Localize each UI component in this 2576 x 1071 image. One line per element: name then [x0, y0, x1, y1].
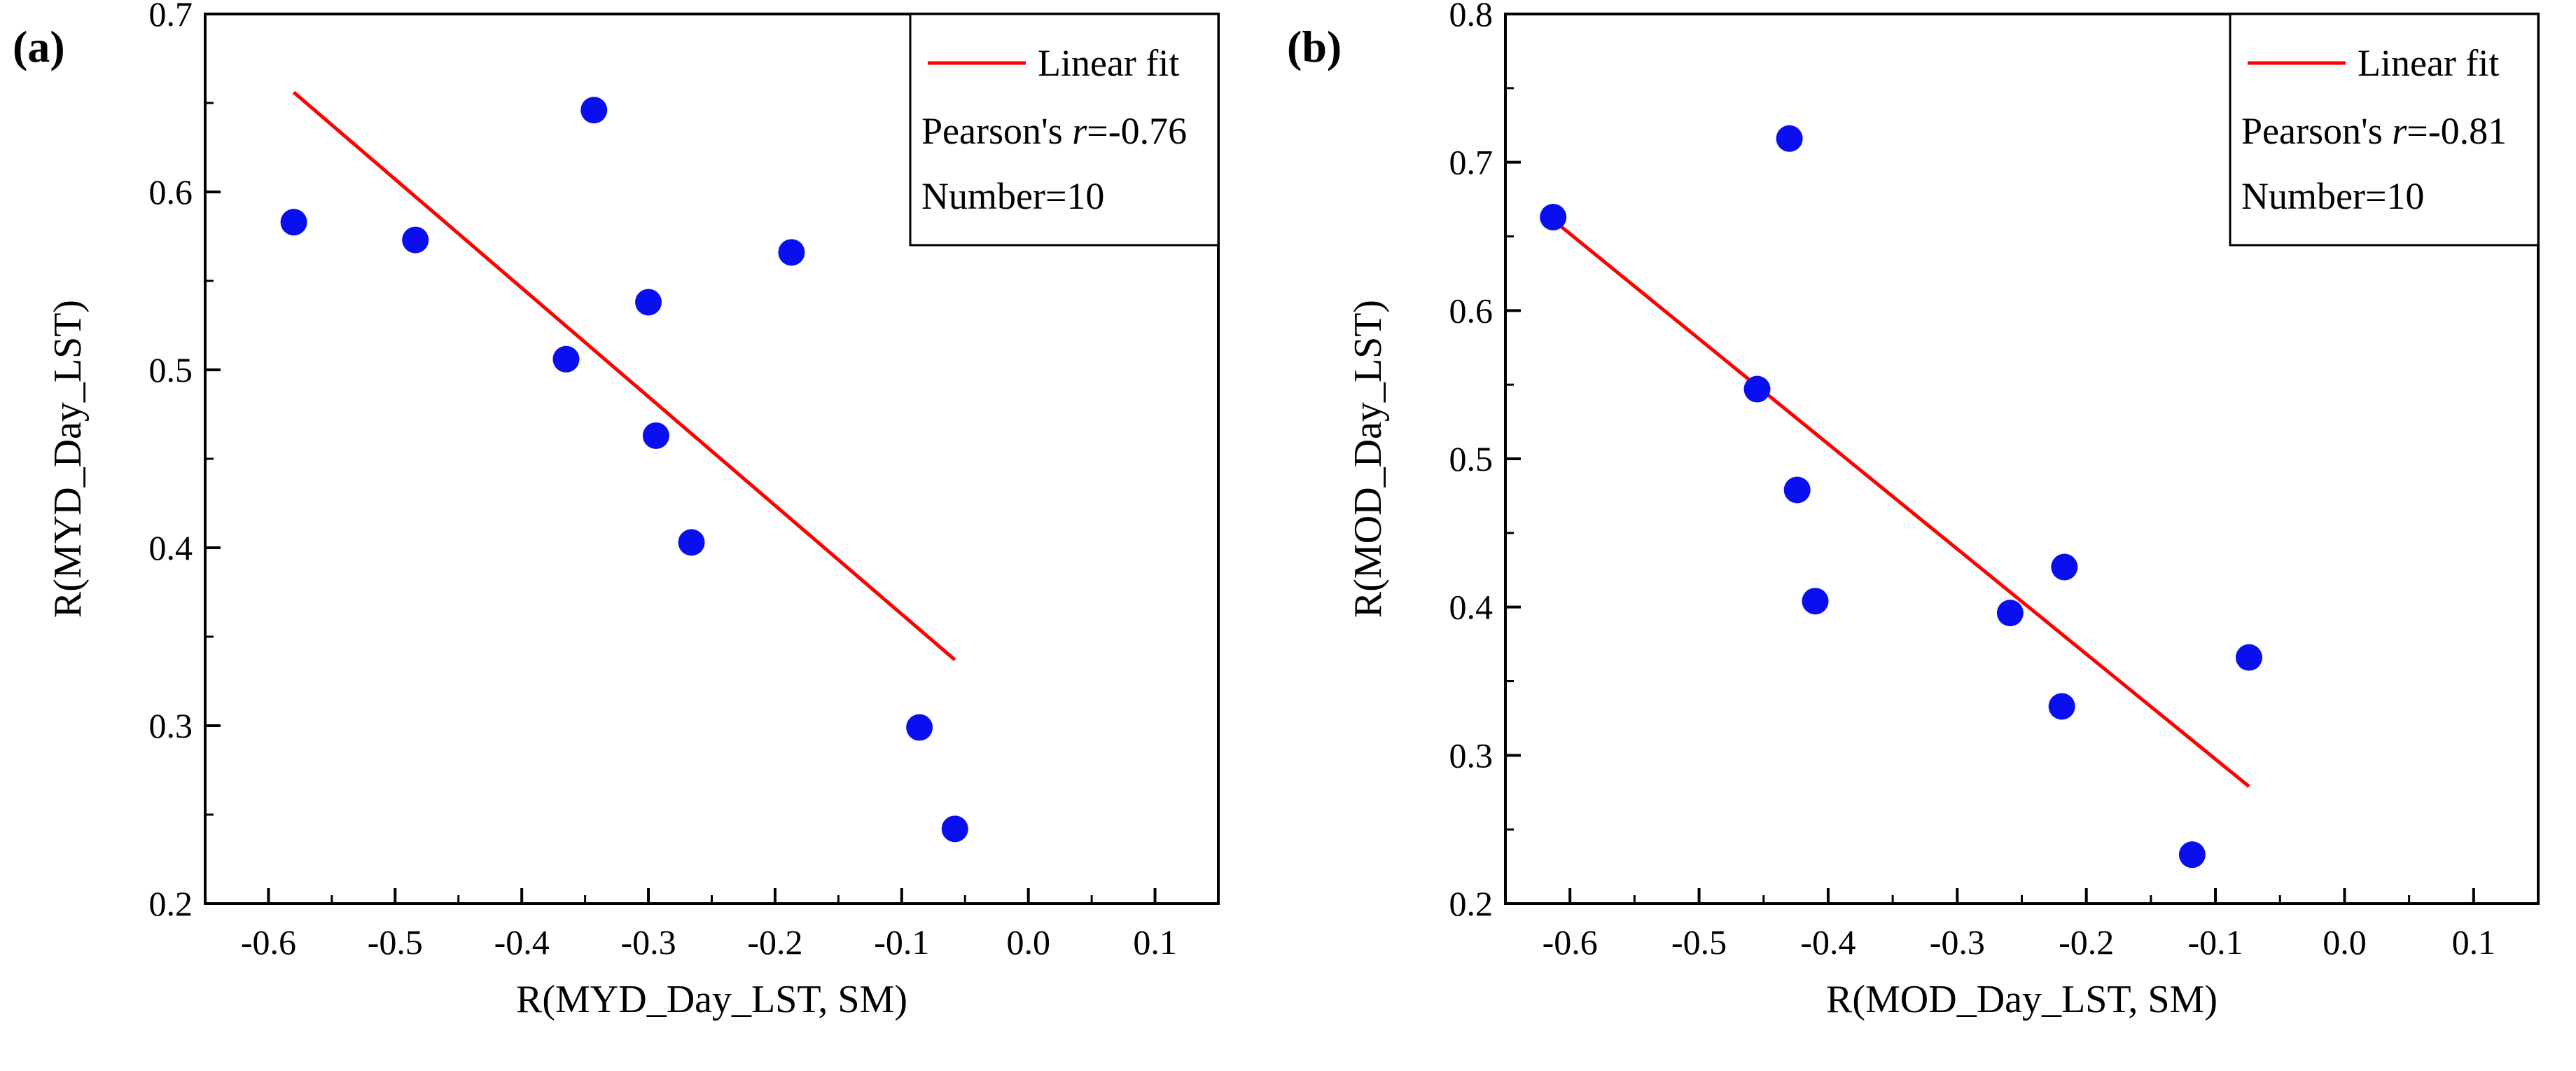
data-point — [906, 714, 933, 741]
legend-pearson-value: =-0.81 — [2407, 110, 2507, 152]
x-axis-title: R(MOD_Day_LST, SM) — [1826, 978, 2218, 1021]
data-point — [552, 345, 580, 373]
legend-fit-label: Linear fit — [1038, 42, 1179, 84]
legend-box — [909, 13, 1220, 247]
panel-label: (b) — [1287, 22, 1342, 71]
y-axis-title: R(MOD_Day_LST) — [1346, 300, 1390, 618]
data-point — [2051, 553, 2078, 581]
x-tick-label: -0.4 — [1800, 923, 1856, 962]
data-point — [678, 529, 705, 556]
legend-pearson: Pearson's r=-0.76 — [921, 110, 1187, 152]
data-point — [1776, 125, 1803, 152]
y-tick-label: 0.6 — [1449, 291, 1494, 330]
y-tick-label: 0.7 — [1449, 143, 1494, 182]
data-point — [941, 815, 968, 843]
data-point — [1802, 588, 1829, 615]
x-tick-label: -0.1 — [874, 923, 929, 962]
legend-pearson: Pearson's r=-0.81 — [2241, 110, 2507, 152]
x-tick-label: -0.3 — [1930, 923, 1985, 962]
legend-pearson-symbol: r — [2392, 110, 2407, 152]
data-point — [280, 209, 307, 236]
data-point — [642, 422, 669, 449]
data-point — [778, 239, 805, 266]
x-axis-title: R(MYD_Day_LST, SM) — [516, 978, 907, 1021]
x-tick-label: 0.1 — [1133, 923, 1177, 962]
y-tick-label: 0.2 — [1449, 884, 1494, 923]
x-tick-label: -0.2 — [2059, 923, 2114, 962]
x-tick-label: -0.5 — [368, 923, 423, 962]
x-tick-label: 0.0 — [1006, 923, 1050, 962]
x-tick-label: -0.2 — [747, 923, 802, 962]
linear-fit-line — [1552, 219, 2250, 788]
data-point — [1743, 375, 1771, 403]
y-tick-label: 0.5 — [1449, 439, 1494, 478]
legend-pearson-prefix: Pearson's — [921, 110, 1072, 152]
data-point — [635, 289, 662, 316]
chart-panel-a: (a) -0.6 -0.5 -0.4 -0.3 -0.2 -0.1 0.0 0.1 0.2 0.3 0… — [13, 0, 1220, 1021]
legend-pearson-symbol: r — [1072, 110, 1087, 152]
x-tick-label: -0.5 — [1671, 923, 1727, 962]
x-tick-label: 0.0 — [2323, 923, 2367, 962]
legend-number: Number=10 — [921, 175, 1104, 217]
y-tick-label: 0.3 — [149, 706, 193, 745]
x-tick-label: -0.6 — [241, 923, 296, 962]
data-point — [402, 226, 429, 254]
data-point — [2048, 693, 2075, 720]
y-tick-label: 0.4 — [1449, 588, 1494, 627]
x-tick-label: -0.3 — [620, 923, 676, 962]
legend-pearson-value: =-0.76 — [1087, 110, 1187, 152]
data-point — [1540, 203, 1567, 230]
y-tick-label: 0.5 — [149, 350, 193, 389]
linear-fit-line — [292, 90, 956, 661]
y-tick-label: 0.8 — [1449, 0, 1494, 34]
panel-label: (a) — [13, 22, 65, 71]
x-tick-label: -0.1 — [2187, 923, 2243, 962]
y-tick-label: 0.6 — [149, 172, 193, 212]
y-tick-label: 0.3 — [1449, 735, 1494, 775]
chart-panel-b: (b) -0.6 -0.5 -0.4 -0.3 -0.2 -0.1 0.0 0.1 0.2 0.3 0… — [1287, 0, 2540, 1021]
data-point — [1996, 600, 2024, 627]
y-axis-title: R(MYD_Day_LST) — [46, 300, 90, 618]
data-point — [2236, 644, 2262, 671]
x-tick-label: -0.4 — [494, 923, 550, 962]
x-tick-label: -0.6 — [1543, 923, 1598, 962]
data-point — [580, 97, 608, 124]
data-point — [1783, 476, 1811, 504]
legend-number: Number=10 — [2241, 175, 2424, 217]
data-point — [2178, 841, 2206, 869]
legend-fit-label: Linear fit — [2358, 42, 2499, 84]
y-tick-label: 0.7 — [149, 0, 193, 34]
x-tick-label: 0.1 — [2452, 923, 2496, 962]
legend-box — [2229, 13, 2540, 247]
legend-pearson-prefix: Pearson's — [2241, 110, 2392, 152]
y-tick-label: 0.4 — [149, 528, 193, 567]
y-tick-label: 0.2 — [149, 884, 193, 923]
